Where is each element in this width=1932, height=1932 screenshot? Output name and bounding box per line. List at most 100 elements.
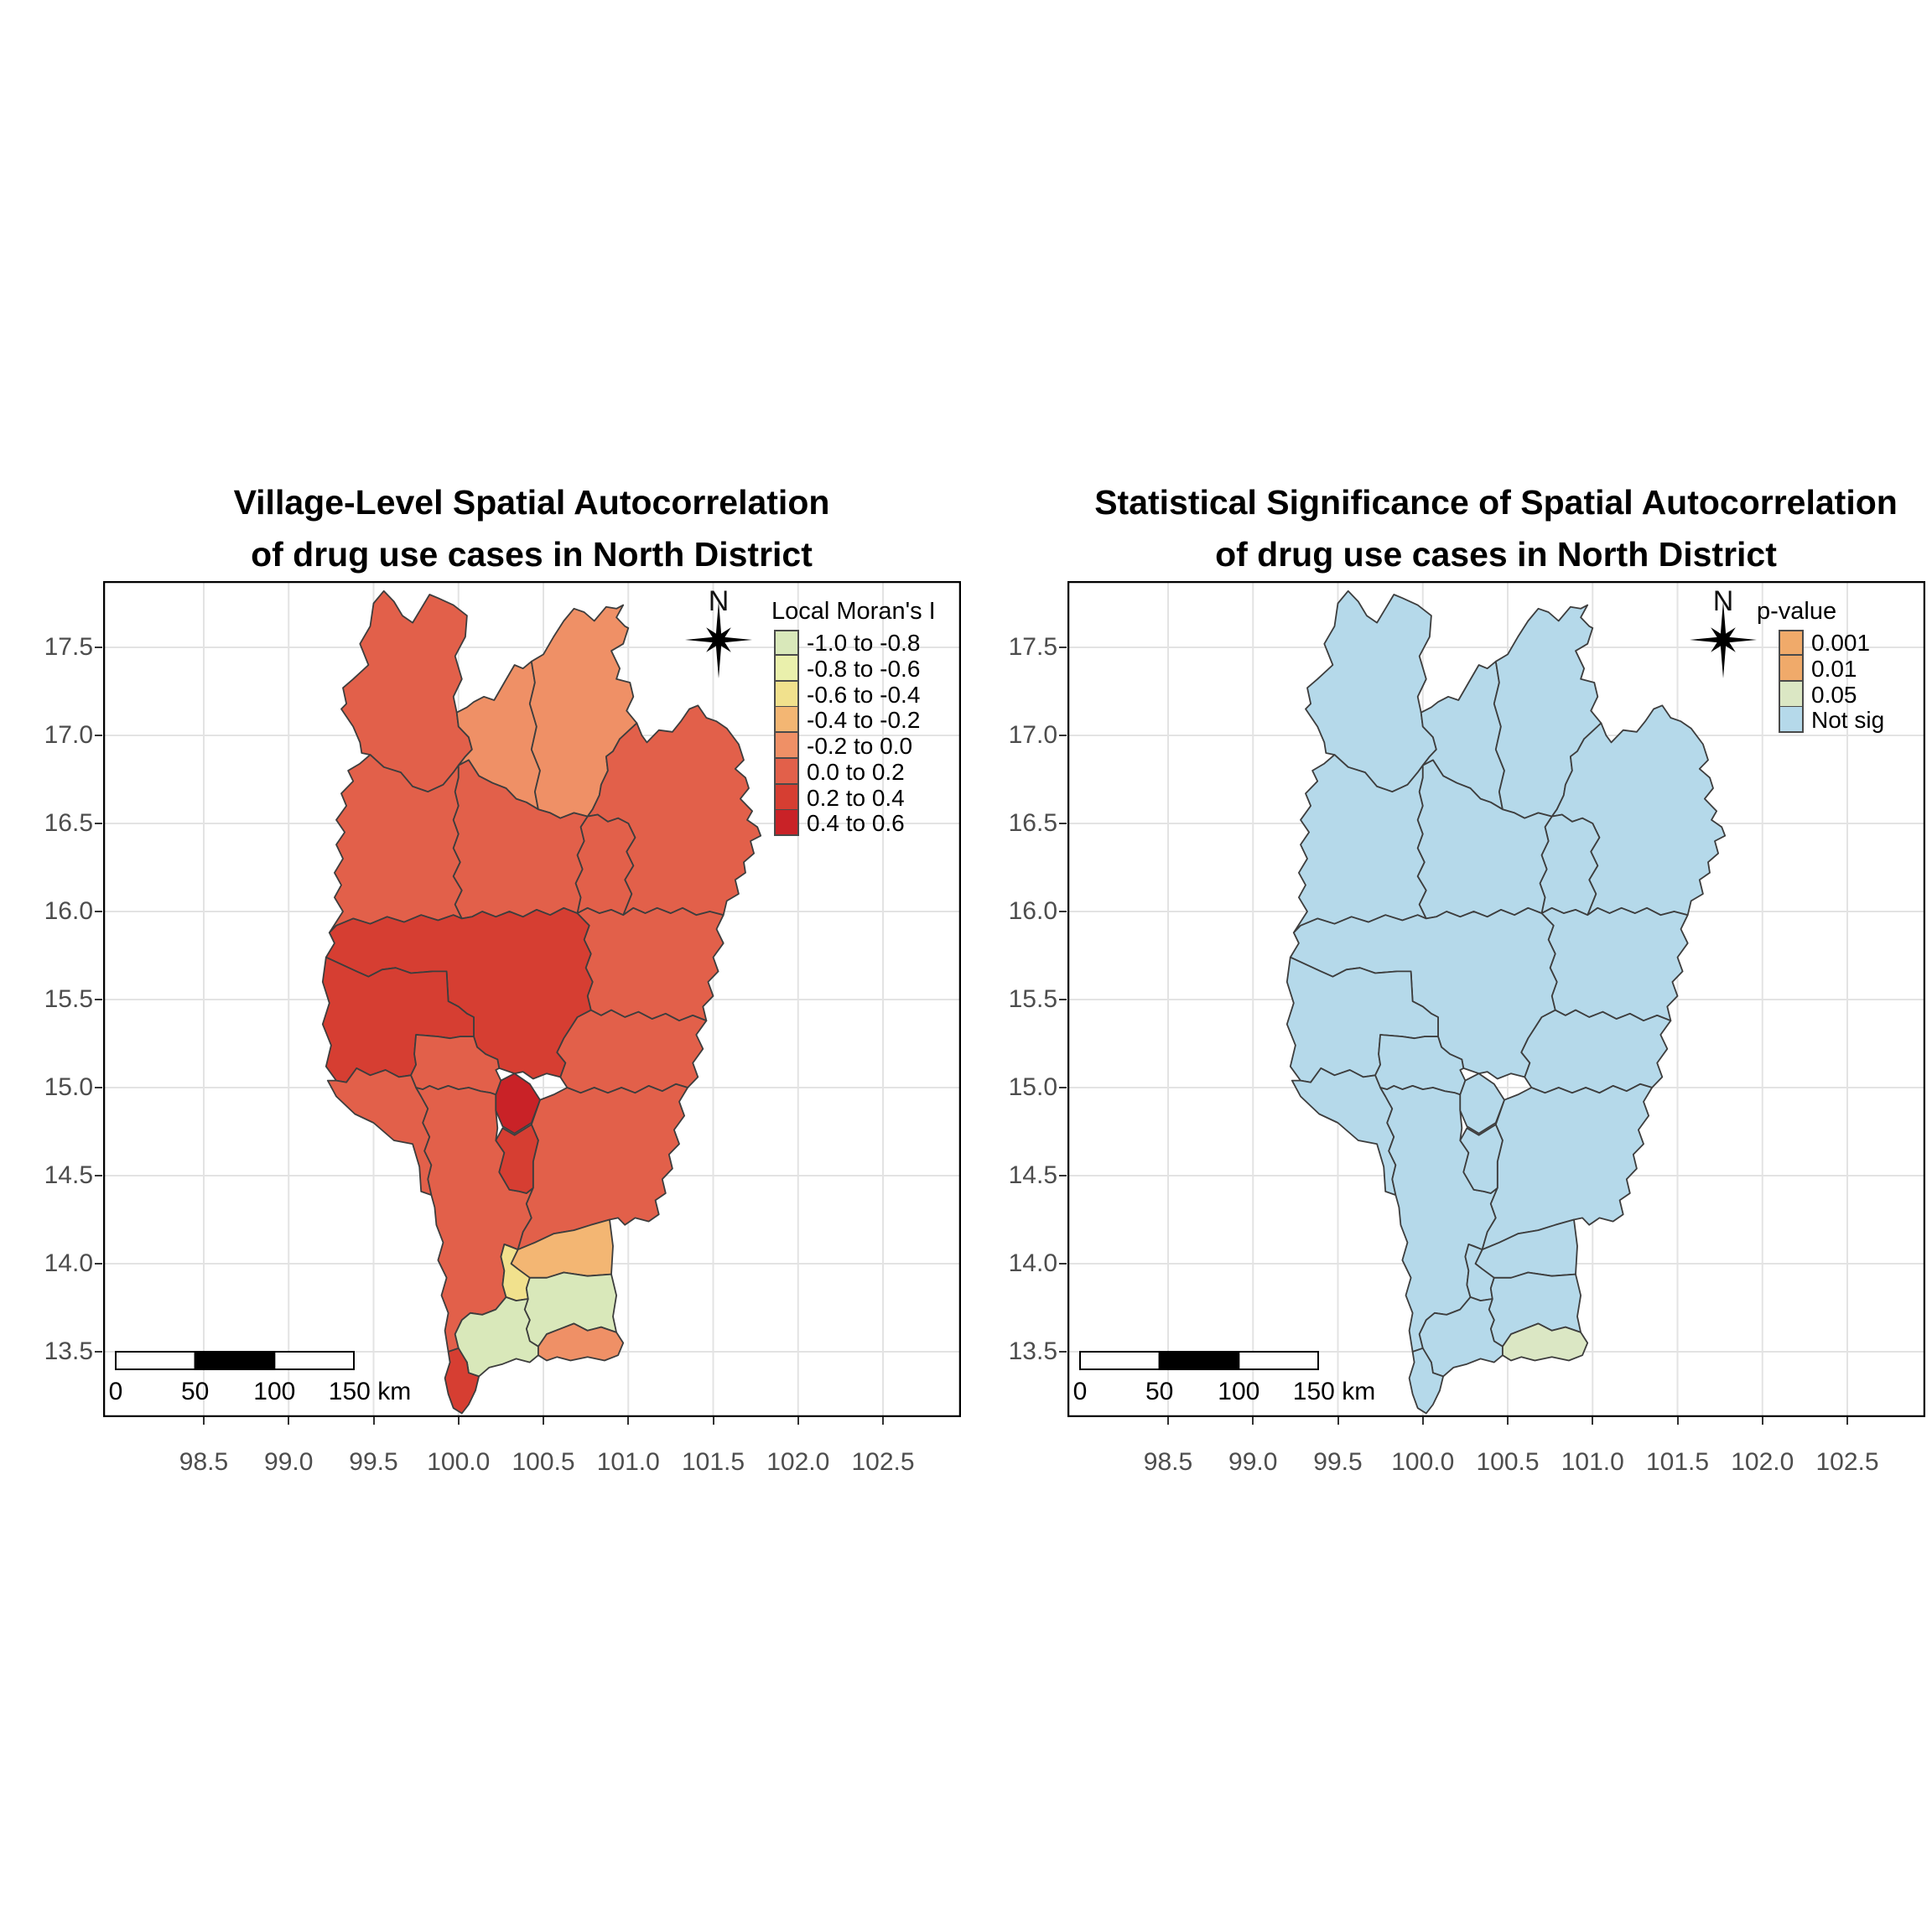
x-axis-label: 100.5 <box>1476 1448 1540 1476</box>
x-axis-label: 101.0 <box>1561 1448 1624 1476</box>
map-region-southeast-block <box>1481 1083 1653 1251</box>
y-axis-label: 17.0 <box>1008 721 1057 749</box>
legend-item: 0.0 to 0.2 <box>774 758 992 785</box>
scale-bar-segment <box>1158 1351 1240 1370</box>
y-axis-tick-mark <box>1059 1351 1067 1353</box>
y-axis-label: 13.5 <box>1008 1337 1057 1365</box>
legend-item: -0.2 to 0.0 <box>774 733 992 759</box>
x-axis-tick-mark <box>1167 1417 1169 1425</box>
legend-label: -0.6 to -0.4 <box>807 681 921 708</box>
y-axis-tick-mark <box>1059 1087 1067 1088</box>
moran-map <box>103 581 961 1417</box>
y-axis-tick-mark <box>95 999 102 1000</box>
x-axis-tick-mark <box>543 1417 544 1425</box>
y-axis-tick-mark <box>95 1087 102 1088</box>
y-axis-tick-mark <box>1059 999 1067 1000</box>
scale-bar-label: 0 <box>108 1378 123 1405</box>
x-axis-tick-mark <box>288 1417 290 1425</box>
compass-rose-icon <box>685 601 752 678</box>
compass-north-label: N <box>708 585 730 617</box>
x-axis-label: 100.0 <box>1391 1448 1455 1476</box>
legend-item: -0.6 to -0.4 <box>774 681 992 708</box>
x-axis-label: 100.0 <box>427 1448 491 1476</box>
legend-swatch <box>774 707 799 734</box>
right-map-title: Statistical Significance of Spatial Auto… <box>1035 476 1932 580</box>
y-axis-tick-mark <box>1059 735 1067 736</box>
x-axis-tick-mark <box>1337 1417 1339 1425</box>
y-axis-label: 16.5 <box>44 809 93 837</box>
left-map-title-line1: Village-Level Spatial Autocorrelation <box>233 483 830 522</box>
y-axis-label: 14.0 <box>1008 1249 1057 1277</box>
x-axis-label: 102.0 <box>1731 1448 1794 1476</box>
scale-bar-segment <box>194 1351 276 1370</box>
legend-swatch <box>1779 630 1804 656</box>
x-axis-label: 98.5 <box>1143 1448 1193 1476</box>
scale-bar-label: 0 <box>1072 1378 1088 1405</box>
scale-bar-label: 150 km <box>1292 1378 1376 1405</box>
x-axis-tick-mark <box>882 1417 884 1425</box>
legend-title-moran: Local Moran's I <box>771 598 936 625</box>
x-axis-label: 101.0 <box>596 1448 660 1476</box>
compass-rose-icon <box>1690 601 1757 678</box>
legend-label: 0.4 to 0.6 <box>807 810 905 837</box>
y-axis-label: 15.0 <box>44 1073 93 1101</box>
scale-bar-segment <box>273 1351 356 1370</box>
scale-bar-label: 50 <box>181 1378 210 1405</box>
legend-label: -1.0 to -0.8 <box>807 630 921 656</box>
y-axis-tick-mark <box>1059 647 1067 648</box>
legend-item: -1.0 to -0.8 <box>774 630 992 656</box>
x-axis-tick-mark <box>1761 1417 1763 1425</box>
map-region-east-central-upper <box>576 906 724 1022</box>
scale-bar-segment <box>115 1351 196 1370</box>
x-axis-tick-mark <box>1592 1417 1594 1425</box>
compass-north-label: N <box>1712 585 1734 617</box>
y-axis-tick-mark <box>95 1175 102 1176</box>
x-axis-label: 98.5 <box>179 1448 229 1476</box>
y-axis-tick-mark <box>95 1351 102 1353</box>
legend-swatch <box>774 784 799 811</box>
y-axis-tick-mark <box>95 911 102 912</box>
y-axis-label: 15.5 <box>1008 985 1057 1013</box>
right-map-title-line1: Statistical Significance of Spatial Auto… <box>1094 483 1898 522</box>
legend-item: 0.4 to 0.6 <box>774 810 992 837</box>
y-axis-tick-mark <box>1059 823 1067 824</box>
y-axis-label: 15.0 <box>1008 1073 1057 1101</box>
legend-swatch <box>774 630 799 656</box>
legend-label: 0.0 to 0.2 <box>807 758 905 785</box>
panel-border <box>103 581 961 1417</box>
panel-border <box>1067 581 1925 1417</box>
y-axis-tick-mark <box>95 823 102 824</box>
right-map-title-line2: of drug use cases in North District <box>1215 535 1777 574</box>
x-axis-label: 101.5 <box>1645 1448 1710 1476</box>
y-axis-label: 16.0 <box>1008 897 1057 925</box>
left-map-title: Village-Level Spatial Autocorrelation of… <box>70 476 993 580</box>
x-axis-tick-mark <box>797 1417 799 1425</box>
legend-label: 0.2 to 0.4 <box>807 784 905 811</box>
x-axis-label: 99.0 <box>1228 1448 1278 1476</box>
legend-label: -0.8 to -0.6 <box>807 655 921 682</box>
x-axis-tick-mark <box>1846 1417 1848 1425</box>
legend-swatch <box>1779 707 1804 734</box>
y-axis-label: 17.0 <box>44 721 93 749</box>
map-region-core-hotspot <box>495 1072 541 1135</box>
y-axis-tick-mark <box>95 1263 102 1265</box>
y-axis-label: 14.5 <box>1008 1161 1057 1189</box>
scale-bar-label: 100 <box>253 1378 296 1405</box>
y-axis-tick-mark <box>1059 911 1067 912</box>
scale-bar-label: 100 <box>1218 1378 1260 1405</box>
legend-title-pvalue: p-value <box>1757 598 1837 625</box>
legend-label: -0.2 to 0.0 <box>807 733 913 759</box>
x-axis-label: 102.5 <box>851 1448 915 1476</box>
x-axis-label: 101.5 <box>681 1448 745 1476</box>
x-axis-tick-mark <box>627 1417 630 1425</box>
x-axis-label: 99.0 <box>264 1448 314 1476</box>
y-axis-tick-mark <box>1059 1263 1067 1265</box>
x-axis-tick-mark <box>457 1417 460 1425</box>
legend-swatch <box>774 810 799 837</box>
legend-label: Not sig <box>1811 707 1885 734</box>
y-axis-label: 14.0 <box>44 1249 93 1277</box>
map-region-south-salmon <box>538 1322 625 1362</box>
x-axis-tick-mark <box>1507 1417 1509 1425</box>
legend-item: 0.001 <box>1779 630 1932 656</box>
